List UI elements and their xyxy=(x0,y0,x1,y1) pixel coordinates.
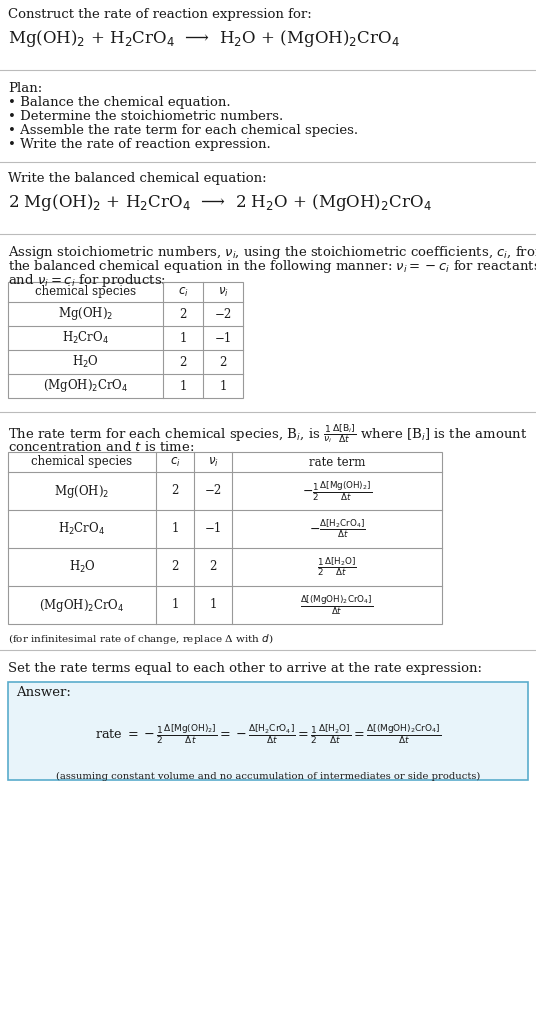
Text: 2 Mg(OH)$_2$ + H$_2$CrO$_4$  ⟶  2 H$_2$O + (MgOH)$_2$CrO$_4$: 2 Mg(OH)$_2$ + H$_2$CrO$_4$ ⟶ 2 H$_2$O +… xyxy=(8,192,431,213)
FancyBboxPatch shape xyxy=(8,682,528,780)
Text: $\nu_i$: $\nu_i$ xyxy=(207,455,218,469)
Text: Mg(OH)$_2$: Mg(OH)$_2$ xyxy=(58,305,113,323)
Text: • Balance the chemical equation.: • Balance the chemical equation. xyxy=(8,96,230,109)
Text: (MgOH)$_2$CrO$_4$: (MgOH)$_2$CrO$_4$ xyxy=(39,596,125,614)
Text: $\frac{1}{2}\frac{\Delta[\mathrm{H_2O}]}{\Delta t}$: $\frac{1}{2}\frac{\Delta[\mathrm{H_2O}]}… xyxy=(317,556,357,579)
Text: H$_2$O: H$_2$O xyxy=(69,559,95,575)
Text: $\nu_i$: $\nu_i$ xyxy=(218,286,228,298)
Text: 2: 2 xyxy=(180,356,187,368)
Text: −1: −1 xyxy=(214,331,232,344)
Text: $\frac{\Delta[\mathrm{(MgOH)_2CrO_4}]}{\Delta t}$: $\frac{\Delta[\mathrm{(MgOH)_2CrO_4}]}{\… xyxy=(300,593,374,617)
Text: $c_i$: $c_i$ xyxy=(177,286,188,298)
Text: (assuming constant volume and no accumulation of intermediates or side products): (assuming constant volume and no accumul… xyxy=(56,772,480,781)
Text: 2: 2 xyxy=(172,560,178,574)
Text: 2: 2 xyxy=(219,356,227,368)
Text: concentration and $t$ is time:: concentration and $t$ is time: xyxy=(8,440,195,454)
Bar xyxy=(8,452,442,624)
Text: −2: −2 xyxy=(204,484,221,498)
Text: −2: −2 xyxy=(214,307,232,321)
Text: Mg(OH)$_2$: Mg(OH)$_2$ xyxy=(55,482,109,500)
Text: (MgOH)$_2$CrO$_4$: (MgOH)$_2$CrO$_4$ xyxy=(43,377,128,395)
Text: The rate term for each chemical species, B$_i$, is $\frac{1}{\nu_i}\frac{\Delta[: The rate term for each chemical species,… xyxy=(8,423,527,445)
Text: Write the balanced chemical equation:: Write the balanced chemical equation: xyxy=(8,172,266,185)
Text: • Assemble the rate term for each chemical species.: • Assemble the rate term for each chemic… xyxy=(8,124,358,137)
Text: 1: 1 xyxy=(210,598,217,612)
Text: $-\frac{1}{2}\frac{\Delta[\mathrm{Mg(OH)_2}]}{\Delta t}$: $-\frac{1}{2}\frac{\Delta[\mathrm{Mg(OH)… xyxy=(302,479,372,503)
Text: 2: 2 xyxy=(210,560,217,574)
Text: the balanced chemical equation in the following manner: $\nu_i = -c_i$ for react: the balanced chemical equation in the fo… xyxy=(8,258,536,276)
Text: 1: 1 xyxy=(172,598,178,612)
Text: Mg(OH)$_2$ + H$_2$CrO$_4$  ⟶  H$_2$O + (MgOH)$_2$CrO$_4$: Mg(OH)$_2$ + H$_2$CrO$_4$ ⟶ H$_2$O + (Mg… xyxy=(8,28,400,49)
Text: 2: 2 xyxy=(172,484,178,498)
Text: chemical species: chemical species xyxy=(32,455,132,469)
Text: (for infinitesimal rate of change, replace Δ with $d$): (for infinitesimal rate of change, repla… xyxy=(8,632,273,646)
Text: H$_2$CrO$_4$: H$_2$CrO$_4$ xyxy=(58,521,106,537)
Text: $-\frac{\Delta[\mathrm{H_2CrO_4}]}{\Delta t}$: $-\frac{\Delta[\mathrm{H_2CrO_4}]}{\Delt… xyxy=(309,518,366,541)
Text: rate $= -\frac{1}{2}\frac{\Delta[\mathrm{Mg(OH)_2}]}{\Delta t} = -\frac{\Delta[\: rate $= -\frac{1}{2}\frac{\Delta[\mathrm… xyxy=(95,723,441,745)
Text: 2: 2 xyxy=(180,307,187,321)
Text: 1: 1 xyxy=(219,379,227,393)
Text: 1: 1 xyxy=(180,379,187,393)
Text: Construct the rate of reaction expression for:: Construct the rate of reaction expressio… xyxy=(8,8,312,21)
Text: rate term: rate term xyxy=(309,455,365,469)
Text: Assign stoichiometric numbers, $\nu_i$, using the stoichiometric coefficients, $: Assign stoichiometric numbers, $\nu_i$, … xyxy=(8,244,536,261)
Text: chemical species: chemical species xyxy=(35,286,136,298)
Bar xyxy=(8,282,243,398)
Text: • Determine the stoichiometric numbers.: • Determine the stoichiometric numbers. xyxy=(8,110,283,123)
Text: H$_2$O: H$_2$O xyxy=(72,354,99,370)
Text: $c_i$: $c_i$ xyxy=(170,455,180,469)
Text: 1: 1 xyxy=(172,522,178,536)
Text: Set the rate terms equal to each other to arrive at the rate expression:: Set the rate terms equal to each other t… xyxy=(8,662,482,675)
Text: • Write the rate of reaction expression.: • Write the rate of reaction expression. xyxy=(8,138,271,151)
Text: 1: 1 xyxy=(180,331,187,344)
Text: Plan:: Plan: xyxy=(8,82,42,95)
Text: −1: −1 xyxy=(204,522,221,536)
Text: H$_2$CrO$_4$: H$_2$CrO$_4$ xyxy=(62,330,109,346)
Text: and $\nu_i = c_i$ for products:: and $\nu_i = c_i$ for products: xyxy=(8,272,166,289)
Text: Answer:: Answer: xyxy=(16,686,71,699)
